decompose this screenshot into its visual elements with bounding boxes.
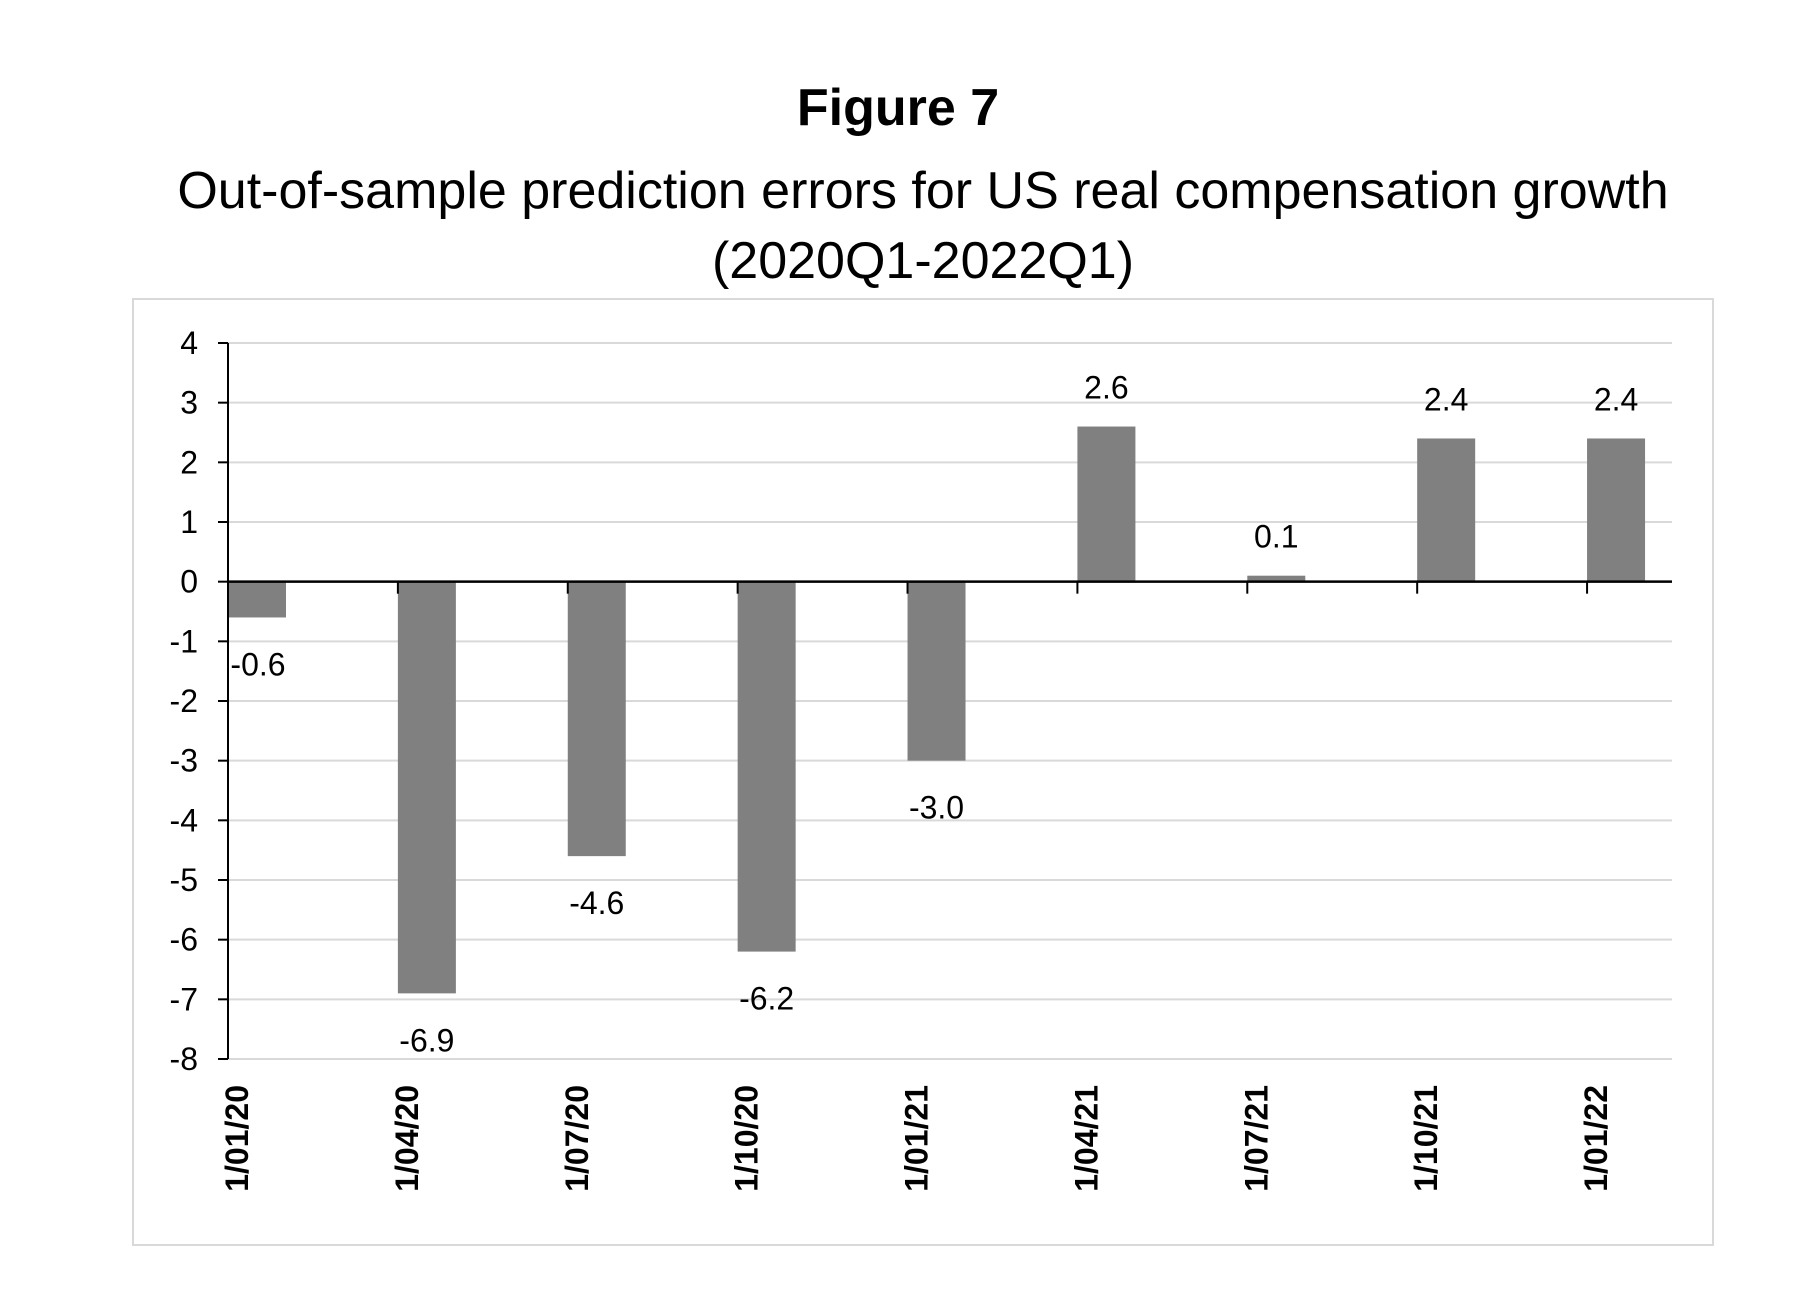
y-tick-label: -4	[170, 802, 198, 838]
bar	[228, 581, 286, 618]
chart-title-line-2: (2020Q1-2022Q1)	[711, 232, 1135, 290]
chart-title: Out-of-sample prediction errors for US r…	[0, 156, 1796, 296]
chart-title-line-1: Out-of-sample prediction errors for US r…	[177, 162, 1669, 220]
data-label: 2.6	[1084, 370, 1128, 406]
y-tick-label: -3	[170, 743, 198, 779]
gridlines	[228, 342, 1672, 1060]
y-tick-label: -1	[170, 623, 198, 659]
y-tick-label: 0	[180, 564, 198, 600]
data-label: -4.6	[569, 885, 624, 921]
y-tick-label: -6	[170, 922, 198, 958]
x-tick-label: 1/10/21	[1408, 1085, 1444, 1192]
y-tick-labels: 4 3 2 1 0 -1 -2 -3 -4 -5 -6 -7 -8	[170, 325, 198, 1077]
chart-frame	[132, 298, 1714, 1246]
y-tick-label: 4	[180, 325, 198, 361]
y-tick-label: -2	[170, 683, 198, 719]
y-tick-label: 3	[180, 385, 198, 421]
bar	[907, 581, 966, 761]
bar	[1587, 438, 1646, 582]
y-tick-label: 1	[180, 504, 198, 540]
bar	[1417, 438, 1476, 582]
y-tick-label: -7	[170, 981, 198, 1017]
bar	[567, 581, 626, 857]
x-tick-label: 1/04/20	[389, 1085, 425, 1192]
x-tick-label: 1/01/22	[1578, 1085, 1614, 1192]
data-label: 2.4	[1594, 381, 1638, 417]
y-tick-label: -8	[170, 1041, 198, 1077]
data-labels: -0.6 -6.9 -4.6 -6.2 -3.0 2.6 0.1 2.4 2.4	[230, 370, 1638, 1059]
figure-label: Figure 7	[796, 79, 1000, 137]
data-label: -0.6	[230, 646, 285, 682]
x-tick-label: 1/10/20	[729, 1085, 765, 1192]
bar	[1077, 426, 1136, 582]
x-tick-labels: 1/01/20 1/04/20 1/07/20 1/10/20 1/01/21 1/04/…	[219, 1085, 1614, 1192]
x-tick-label: 1/07/21	[1238, 1085, 1274, 1192]
bar	[1247, 575, 1306, 582]
y-tick-label: -5	[170, 862, 198, 898]
axes	[218, 342, 1672, 1060]
x-tick-label: 1/07/20	[559, 1085, 595, 1192]
y-tick-label: 2	[180, 444, 198, 480]
data-label: -6.2	[739, 981, 794, 1017]
x-tick-label: 1/04/21	[1068, 1085, 1104, 1192]
data-label: 0.1	[1254, 519, 1298, 555]
bars	[228, 426, 1646, 994]
bar	[737, 581, 796, 952]
x-tick-label: 1/01/21	[899, 1085, 935, 1192]
bar	[397, 581, 456, 994]
data-label: 2.4	[1424, 381, 1468, 417]
data-label: -3.0	[909, 790, 964, 826]
data-label: -6.9	[399, 1022, 454, 1058]
x-tick-label: 1/01/20	[219, 1085, 255, 1192]
